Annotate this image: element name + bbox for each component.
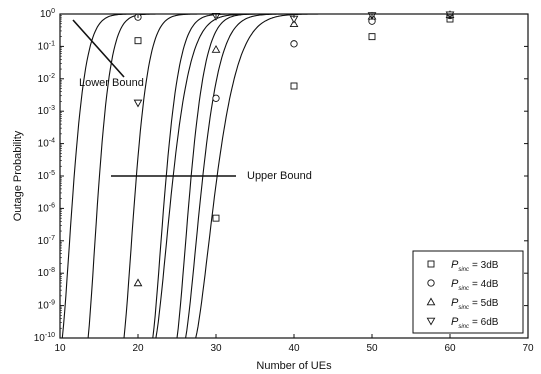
x-tick-label: 50 xyxy=(366,343,378,354)
x-tick-label: 30 xyxy=(210,343,222,354)
data-point xyxy=(134,37,142,45)
y-axis-label: Outage Probability xyxy=(12,130,24,221)
y-tick-label: 10-5 xyxy=(38,170,55,182)
x-axis-label: Number of UEs xyxy=(256,360,332,372)
legend-entry-label: Psinc = 5dB xyxy=(451,297,499,311)
x-tick-label: 60 xyxy=(444,343,456,354)
legend: Psinc = 3dB Psinc = 4dB Psinc = 5dB Psinc = 6dB xyxy=(412,250,524,334)
data-point xyxy=(133,99,143,108)
data-point xyxy=(211,45,221,53)
data-point xyxy=(133,278,143,287)
x-tick-label: 70 xyxy=(522,343,534,354)
y-tick-label: 10-6 xyxy=(38,202,55,214)
y-tick-label: 10-4 xyxy=(38,138,55,150)
legend-entry-label: Psinc = 4dB xyxy=(451,278,499,292)
data-point xyxy=(290,40,298,48)
legend-marker xyxy=(427,279,435,287)
y-tick-label: 10-9 xyxy=(38,300,55,312)
y-tick-label: 100 xyxy=(40,8,55,20)
x-tick-label: 20 xyxy=(132,343,144,354)
legend-entry-label: Psinc = 3dB xyxy=(451,259,499,273)
data-point xyxy=(212,94,220,102)
data-point xyxy=(212,214,220,222)
annotation-upper-bound: Upper Bound xyxy=(111,170,312,182)
legend-marker xyxy=(427,260,435,268)
legend-marker xyxy=(426,317,436,326)
lower-bound-pointer xyxy=(72,19,125,78)
x-tick-label: 40 xyxy=(288,343,300,354)
y-axis-title: Outage Probability xyxy=(12,130,24,221)
data-point xyxy=(290,82,298,90)
legend-marker xyxy=(426,297,436,306)
data-point xyxy=(368,33,376,41)
legend-entry-label: Psinc = 6dB xyxy=(451,316,499,330)
y-tick-label: 10-10 xyxy=(34,332,55,344)
y-tick-label: 10-8 xyxy=(38,267,55,279)
annotation-lower-bound: Lower Bound xyxy=(72,19,144,89)
upper-bound-label: Upper Bound xyxy=(247,170,312,182)
y-tick-label: 10-3 xyxy=(38,105,55,117)
y-tick-label: 10-1 xyxy=(38,40,55,52)
x-tick-label: 10 xyxy=(54,343,66,354)
lower-bound-label: Lower Bound xyxy=(79,77,144,89)
y-tick-label: 10-7 xyxy=(38,235,55,247)
axes: 10 20 30 40 50 60 70 100 10-1 10-2 10-3 10-4 10-5 10-… xyxy=(34,8,534,354)
y-tick-label: 10-2 xyxy=(38,73,55,85)
